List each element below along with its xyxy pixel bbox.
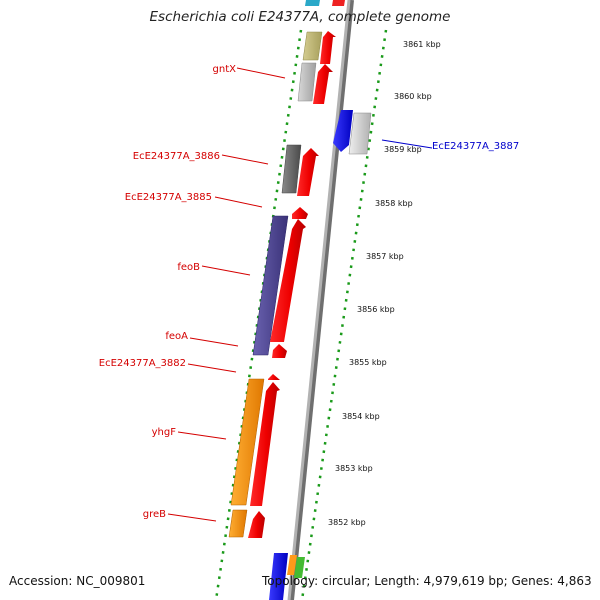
- gene-box-feoB: [252, 215, 289, 356]
- gene-box-yhgF: [230, 378, 265, 506]
- callout-3885: [214, 196, 263, 208]
- label-3887: EcE24377A_3887: [432, 141, 519, 152]
- callout-3887: [381, 139, 433, 149]
- gene-top-partial-2: [332, 0, 345, 6]
- tick-label-3852: 3852 kbp: [328, 518, 366, 527]
- arrow-3887: [333, 110, 353, 152]
- arrow-feoA: [272, 344, 287, 358]
- topology-text: Topology: circular; Length: 4,979,619 bp…: [262, 574, 592, 588]
- tick-label-3861: 3861 kbp: [403, 40, 441, 49]
- backbone: [287, 0, 351, 600]
- gene-box-3887: [348, 112, 372, 155]
- callout-gntX: [236, 67, 286, 79]
- callout-yhgF: [177, 431, 227, 440]
- callout-3882: [187, 363, 237, 373]
- tick-label-3860: 3860 kbp: [394, 92, 432, 101]
- gene-olive: [302, 31, 323, 61]
- gene-top-partial: [305, 0, 320, 6]
- label-feoB: feoB: [177, 262, 200, 273]
- gene-box-greB: [228, 509, 248, 538]
- label-feoA: feoA: [165, 331, 188, 342]
- label-greB: greB: [143, 509, 166, 520]
- arrow-3886: [297, 148, 319, 196]
- tick-label-3853: 3853 kbp: [335, 464, 373, 473]
- tick-label-3855: 3855 kbp: [349, 358, 387, 367]
- label-gntX: gntX: [213, 64, 237, 75]
- gene-box-blue-bottom: [269, 553, 288, 600]
- label-3885: EcE24377A_3885: [125, 192, 212, 203]
- callout-feoB: [201, 265, 251, 276]
- callout-3886: [221, 154, 269, 165]
- tick-label-3859: 3859 kbp: [384, 145, 422, 154]
- arrow-yhgF: [250, 382, 280, 506]
- arrow-3885: [292, 207, 308, 219]
- tick-label-3856: 3856 kbp: [357, 305, 395, 314]
- label-3886: EcE24377A_3886: [133, 151, 220, 162]
- label-yhgF: yhgF: [152, 427, 177, 438]
- map-title: Escherichia coli E24377A, complete genom…: [149, 9, 451, 25]
- tick-label-3854: 3854 kbp: [342, 412, 380, 421]
- label-3882: EcE24377A_3882: [99, 358, 186, 369]
- backbone-shadow: [288, 0, 354, 600]
- gene-box-3886: [281, 144, 302, 194]
- tick-label-3857: 3857 kbp: [366, 252, 404, 261]
- tick-label-3858: 3858 kbp: [375, 199, 413, 208]
- callout-greB: [167, 513, 217, 522]
- arrow-3882: [268, 374, 280, 380]
- arrow-feoB: [270, 219, 306, 342]
- gene-box-orange-bottom: [287, 555, 297, 575]
- callout-feoA: [189, 337, 239, 347]
- gene-box-green-bottom: [294, 557, 305, 578]
- gene-box-gntX: [297, 62, 317, 102]
- arrow-gntX: [313, 64, 333, 104]
- accession-text: Accession: NC_009801: [9, 574, 146, 588]
- arrow-greB: [248, 511, 265, 538]
- arrow-olive-red: [320, 31, 336, 64]
